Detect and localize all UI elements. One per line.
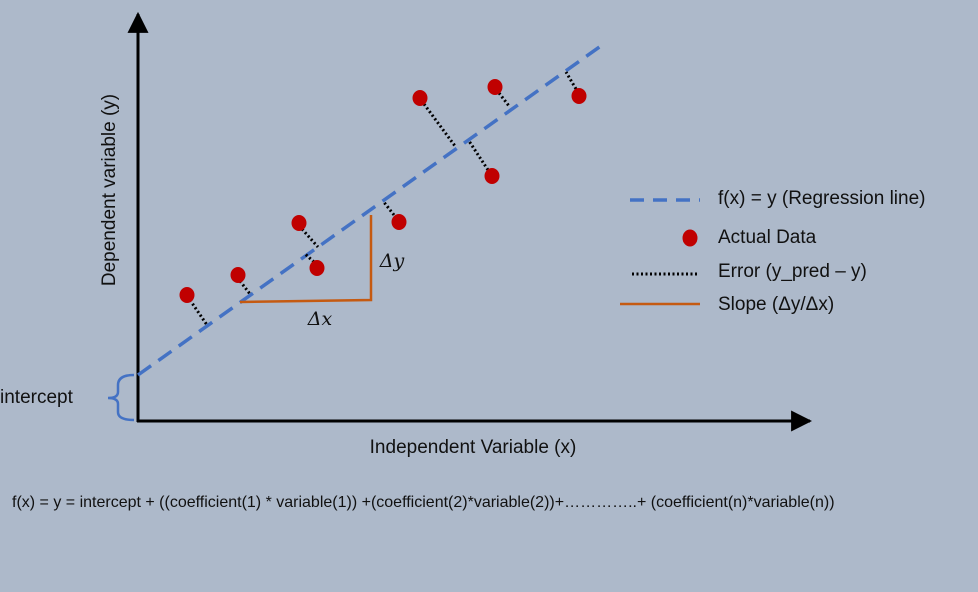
regression-line <box>136 41 607 377</box>
intercept-label: intercept <box>0 387 74 408</box>
formula: f(x) = y = intercept + ((coefficient(1) … <box>12 494 835 511</box>
legend-label: f(x) = y (Regression line) <box>718 188 925 209</box>
actual-data-points <box>179 79 587 303</box>
x-axis-label: Independent Variable (x) <box>370 437 577 458</box>
y-axis-label: Dependent variable (y) <box>99 94 120 286</box>
legend-label: Error (y_pred – y) <box>718 261 867 282</box>
delta-y-label: Δy <box>379 250 405 272</box>
legend-label: Slope (Δy/Δx) <box>718 294 834 315</box>
legend-data-swatch <box>682 229 698 247</box>
intercept-brace <box>107 373 135 422</box>
legend-label: Actual Data <box>718 227 817 248</box>
delta-x-label: Δx <box>307 308 333 330</box>
error-lines <box>188 71 578 326</box>
slope-triangle <box>239 215 373 304</box>
